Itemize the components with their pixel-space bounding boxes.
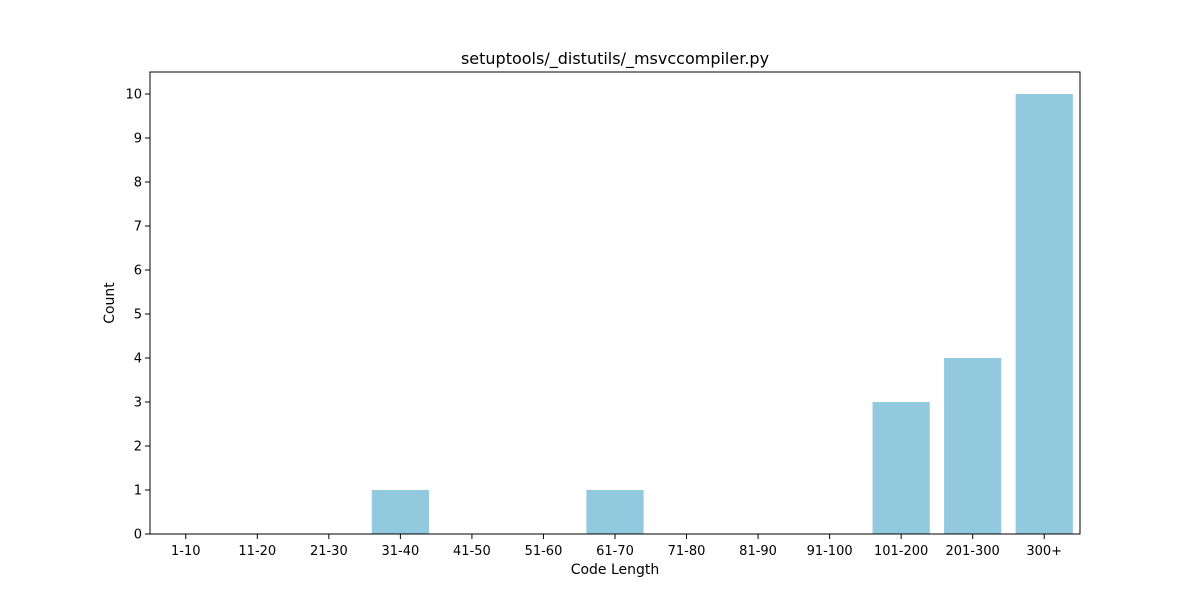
x-tick-label: 61-70: [596, 544, 634, 559]
bar-201-300: [944, 358, 1002, 534]
y-tick-label: 10: [125, 88, 142, 103]
x-tick-label: 71-80: [668, 544, 706, 559]
bar-300+: [1015, 94, 1073, 534]
y-tick-label: 8: [134, 176, 142, 191]
y-axis: 0 1 2 3 4 5 6 7 8 9 10: [125, 88, 150, 543]
x-tick-label: 101-200: [874, 544, 928, 559]
x-tick-label: 300+: [1026, 544, 1062, 559]
x-tick-label: 1-10: [171, 544, 201, 559]
bar-61-70: [586, 490, 644, 534]
y-axis-label: Count: [102, 282, 118, 324]
x-tick-label: 21-30: [310, 544, 348, 559]
bar-101-200: [872, 402, 930, 534]
x-tick-label: 11-20: [238, 544, 276, 559]
bars-group: [371, 94, 1073, 534]
y-tick-label: 7: [134, 220, 142, 235]
x-axis-label: Code Length: [571, 562, 660, 578]
y-tick-label: 5: [134, 308, 142, 323]
x-tick-label: 91-100: [807, 544, 853, 559]
y-tick-label: 3: [134, 396, 142, 411]
x-tick-label: 31-40: [381, 544, 419, 559]
x-tick-label: 81-90: [739, 544, 777, 559]
y-tick-label: 1: [134, 484, 142, 499]
chart-title: setuptools/_distutils/_msvccompiler.py: [461, 49, 769, 69]
x-tick-label: 41-50: [453, 544, 491, 559]
plot-frame: [149, 71, 1081, 535]
x-tick-label: 201-300: [946, 544, 1000, 559]
y-tick-label: 4: [134, 352, 142, 367]
x-tick-label: 51-60: [525, 544, 563, 559]
bar-31-40: [371, 490, 429, 534]
y-tick-label: 6: [134, 264, 142, 279]
x-axis: 1-10 11-20 21-30 31-40 41-50 51-60 61-70 71-80 8…: [171, 534, 1062, 559]
y-tick-label: 9: [134, 132, 142, 147]
y-tick-label: 0: [134, 528, 142, 543]
y-tick-label: 2: [134, 440, 142, 455]
